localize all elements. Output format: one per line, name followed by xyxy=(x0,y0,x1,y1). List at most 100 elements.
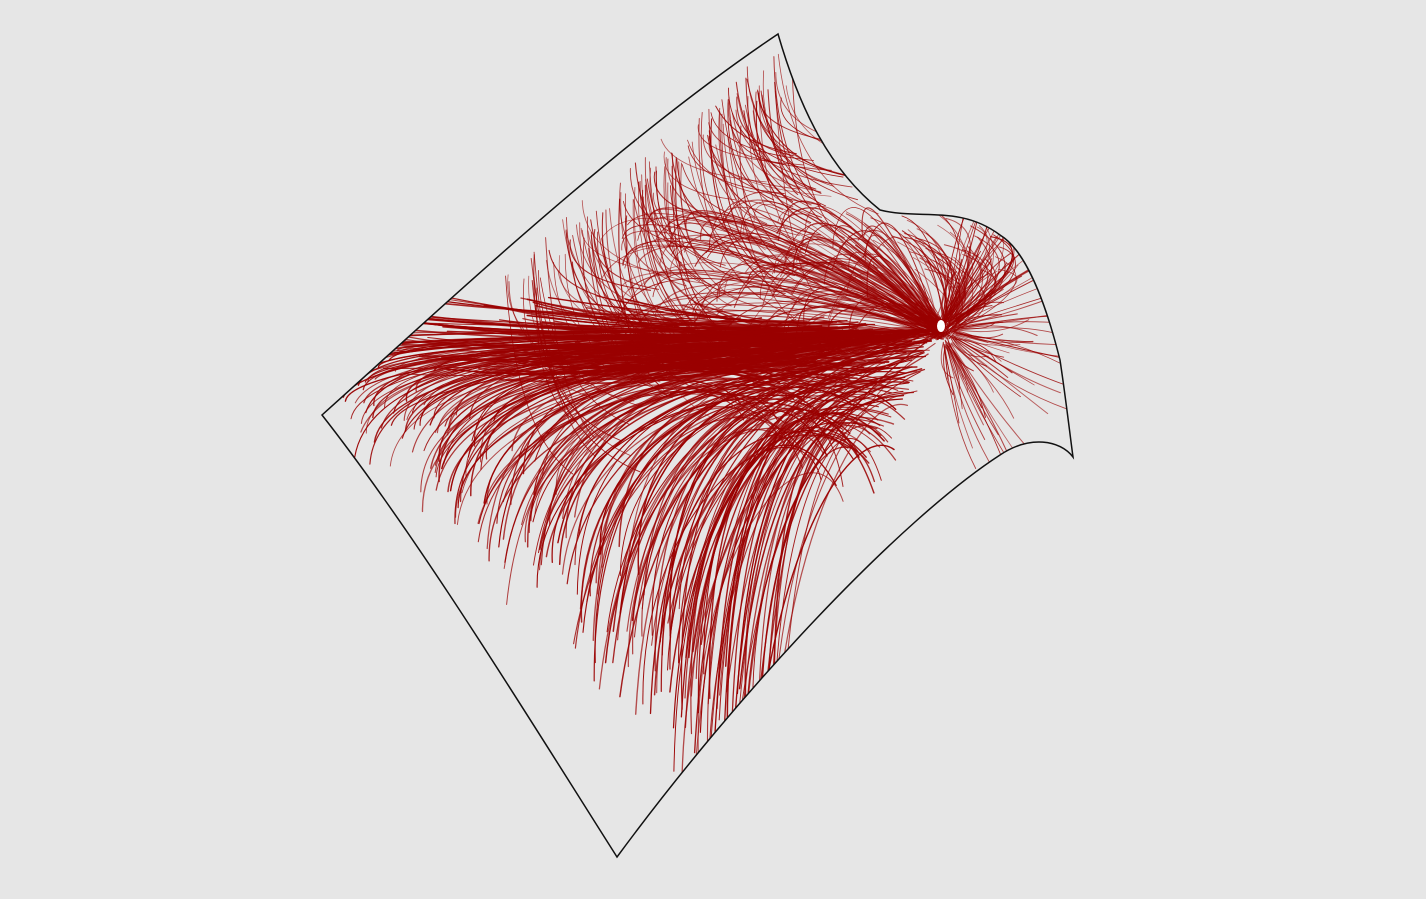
streamline xyxy=(682,304,859,327)
streamline xyxy=(831,230,939,322)
streamline xyxy=(666,403,880,671)
streamline xyxy=(562,219,614,323)
streamline xyxy=(581,229,651,329)
streamline xyxy=(950,331,1021,346)
surface-boundary xyxy=(320,32,1075,859)
streamline xyxy=(663,166,757,307)
streamline xyxy=(708,130,822,236)
streamline xyxy=(601,245,939,334)
streamline xyxy=(723,255,945,328)
streamline xyxy=(724,417,860,667)
streamline xyxy=(724,355,927,722)
streamline xyxy=(951,313,1018,329)
streamline xyxy=(438,364,754,463)
streamline xyxy=(693,285,937,333)
streamline xyxy=(604,308,943,337)
critical-point-marker xyxy=(937,320,945,332)
streamline xyxy=(553,262,647,385)
streamline xyxy=(644,184,719,347)
streamline xyxy=(641,377,887,637)
streamline xyxy=(601,392,821,568)
streamline xyxy=(857,260,945,334)
streamline xyxy=(952,338,1021,398)
streamline xyxy=(726,412,885,753)
streamline xyxy=(784,223,943,324)
streamline xyxy=(735,81,817,190)
streamline xyxy=(643,402,825,596)
streamline xyxy=(762,70,835,187)
streamline xyxy=(624,217,713,419)
streamline xyxy=(950,330,1004,339)
streamline xyxy=(949,344,999,436)
streamline xyxy=(605,209,701,392)
streamline xyxy=(668,212,944,335)
streamline xyxy=(609,208,674,338)
streamline xyxy=(615,296,942,341)
streamline xyxy=(785,85,897,170)
streamline xyxy=(652,270,940,321)
streamline xyxy=(753,203,942,332)
streamline xyxy=(936,236,993,339)
streamline xyxy=(945,342,984,426)
streamline xyxy=(728,87,844,178)
streamline xyxy=(561,407,779,575)
streamline xyxy=(539,277,630,425)
streamline xyxy=(619,364,896,577)
streamline xyxy=(948,249,989,340)
streamline xyxy=(948,334,1009,378)
streamline xyxy=(669,215,940,333)
streamline xyxy=(536,287,578,423)
streamline xyxy=(746,78,859,201)
streamline xyxy=(777,53,879,215)
streamline xyxy=(757,421,889,720)
streamline xyxy=(642,189,758,365)
streamline xyxy=(775,72,854,144)
streamline xyxy=(651,350,922,646)
streamline xyxy=(601,239,682,369)
streamline xyxy=(955,339,997,363)
streamline xyxy=(752,371,921,728)
streamline xyxy=(587,216,685,350)
streamline xyxy=(708,122,832,171)
streamline xyxy=(669,350,923,636)
streamline xyxy=(950,342,1027,447)
streamline xyxy=(803,286,937,334)
streamline xyxy=(645,179,709,339)
streamline xyxy=(653,434,849,696)
streamline xyxy=(545,259,662,366)
streamline xyxy=(575,224,664,313)
streamline xyxy=(949,336,988,367)
streamline xyxy=(846,241,936,333)
streamline xyxy=(582,373,883,633)
streamline xyxy=(621,230,939,340)
streamline xyxy=(625,215,715,369)
streamline xyxy=(847,235,944,329)
streamline xyxy=(755,91,857,178)
streamline xyxy=(531,280,641,473)
streamline xyxy=(631,367,901,622)
streamline xyxy=(590,235,681,372)
streamline xyxy=(599,351,907,555)
streamline xyxy=(955,334,989,343)
streamline xyxy=(945,269,997,327)
streamline xyxy=(533,251,577,422)
streamline xyxy=(948,334,1013,374)
streamline xyxy=(773,56,852,228)
streamline xyxy=(564,253,672,394)
streamline xyxy=(954,338,1068,410)
streamline xyxy=(581,200,705,284)
streamline xyxy=(697,472,844,758)
streamline xyxy=(695,429,871,757)
streamline xyxy=(953,325,1038,336)
streamline xyxy=(553,327,859,341)
streamline xyxy=(648,208,943,334)
streamline xyxy=(522,278,591,398)
streamline xyxy=(582,237,648,362)
streamline xyxy=(593,332,911,372)
streamline xyxy=(940,341,954,379)
streamline xyxy=(924,268,966,336)
streamline xyxy=(840,265,934,332)
streamline xyxy=(532,384,795,523)
